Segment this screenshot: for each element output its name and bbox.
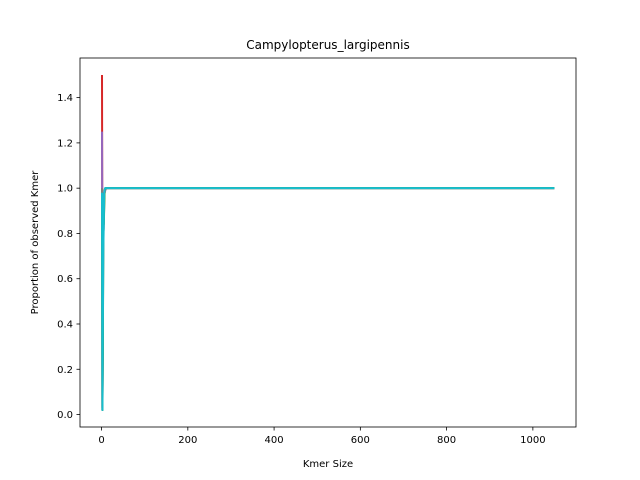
- x-tick-label: 1000: [520, 435, 545, 446]
- x-axis: 0 200 400 600 800 1000: [98, 427, 546, 446]
- x-tick-label: 0: [98, 435, 104, 446]
- y-axis: 0.0 0.2 0.4 0.6 0.8 1.0 1.2 1.4: [57, 93, 80, 421]
- y-tick-label: 0.2: [57, 365, 73, 376]
- x-tick-label: 400: [265, 435, 284, 446]
- y-tick-label: 0.0: [57, 410, 73, 421]
- y-tick-label: 0.4: [57, 319, 73, 330]
- axes-frame: [79, 57, 577, 428]
- x-tick-label: 200: [178, 435, 197, 446]
- y-axis-label: Proportion of observed Kmer: [30, 170, 41, 315]
- plot-area: [101, 74, 555, 412]
- y-tick-label: 1.0: [57, 184, 73, 195]
- y-tick-label: 0.6: [57, 274, 73, 285]
- x-tick-label: 600: [351, 435, 370, 446]
- x-tick-label: 800: [437, 435, 456, 446]
- chart-title: Campylopterus_largipennis: [246, 38, 409, 52]
- series-line-5: [101, 187, 555, 412]
- y-tick-label: 1.4: [57, 93, 73, 104]
- y-tick-label: 1.2: [57, 138, 73, 149]
- y-tick-label: 0.8: [57, 229, 73, 240]
- x-axis-label: Kmer Size: [303, 459, 353, 470]
